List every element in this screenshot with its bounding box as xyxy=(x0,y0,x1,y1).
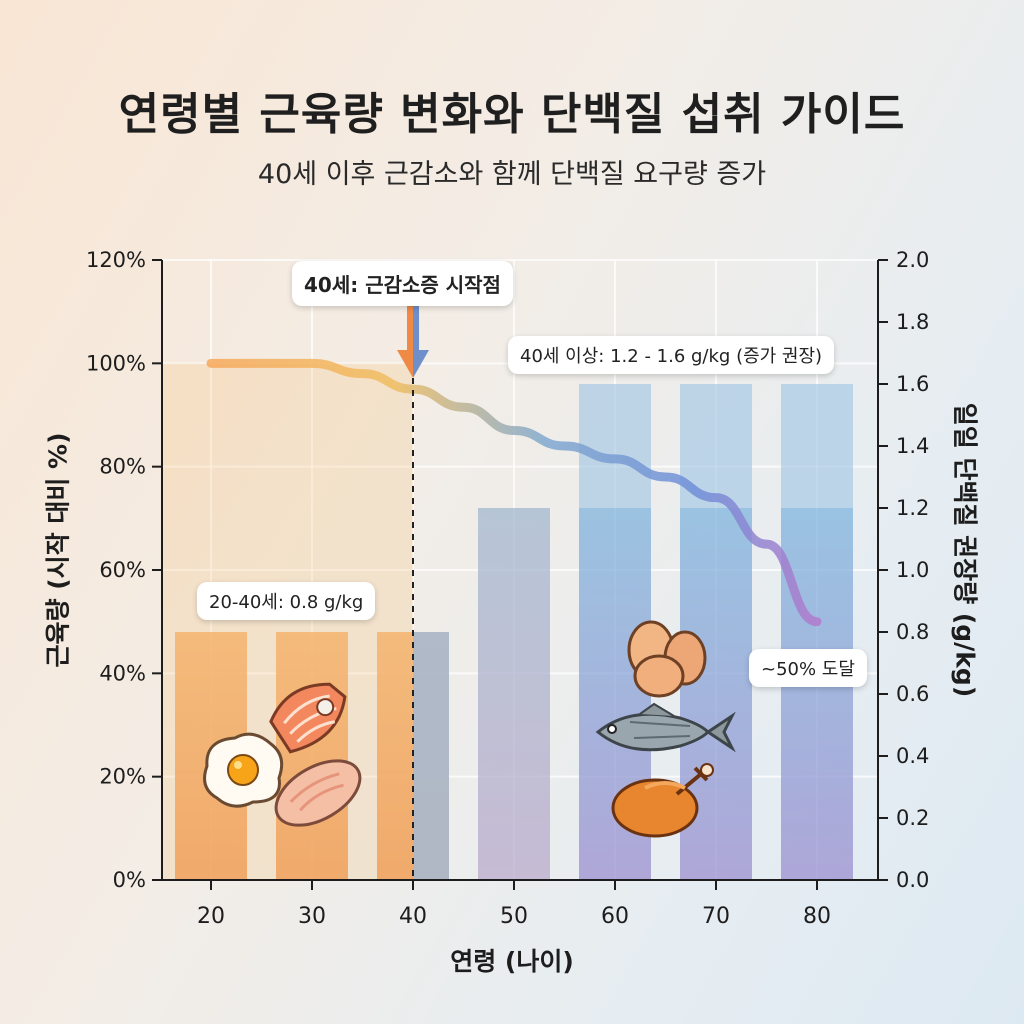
onset-arrow xyxy=(397,300,429,378)
y-right-tick-label: 0.8 xyxy=(896,620,929,644)
y-right-tick-label: 1.4 xyxy=(896,434,929,458)
x-tick-label: 40 xyxy=(399,904,427,929)
x-tick-label: 20 xyxy=(197,904,225,929)
end-value-callout: ~50% 도달 xyxy=(749,649,867,687)
y-axis-right-title: 일일 단백질 권장량 (g/kg) xyxy=(949,402,979,698)
y-right-tick-label: 1.0 xyxy=(896,558,929,582)
y-left-tick-label: 100% xyxy=(86,351,146,375)
older-protein-callout: 40세 이상: 1.2 - 1.6 g/kg (증가 권장) xyxy=(508,336,835,374)
y-left-tick-label: 60% xyxy=(99,558,146,582)
protein-bar-50 xyxy=(478,508,550,880)
tick-labels: 0% 20% 40% 60% 80% 100% 120% 0.0 0.2 0.4 0.6 0.8 1.0… xyxy=(86,248,929,929)
y-right-tick-label: 0.0 xyxy=(896,868,929,892)
chart-title: 연령별 근육량 변화와 단백질 섭취 가이드 xyxy=(118,89,906,140)
y-left-tick-label: 20% xyxy=(99,765,146,789)
y-left-tick-label: 0% xyxy=(113,868,146,892)
chart-subtitle: 40세 이후 근감소와 함께 단백질 요구량 증가 xyxy=(257,159,767,190)
food-icons xyxy=(203,620,736,838)
y-axis-left-title: 근육량 (시작 대비 %) xyxy=(43,432,73,668)
salmon-icon xyxy=(269,682,347,754)
protein-bar-40-transition xyxy=(413,632,449,880)
muscle-line xyxy=(206,300,822,880)
fried-egg-icon xyxy=(203,732,284,808)
x-tick-label: 50 xyxy=(500,904,528,929)
x-tick-label: 30 xyxy=(298,904,326,929)
x-tick-label: 80 xyxy=(803,904,831,929)
y-right-tick-label: 0.6 xyxy=(896,682,929,706)
x-tick-label: 60 xyxy=(601,904,629,929)
onset-callout: 40세: 근감소증 시작점 xyxy=(292,261,513,306)
y-left-tick-label: 40% xyxy=(99,661,146,685)
protein-bar-30 xyxy=(276,632,348,880)
protein-bar-range-80 xyxy=(781,384,853,508)
protein-bar-range-60 xyxy=(579,384,651,508)
x-tick-label: 70 xyxy=(702,904,730,929)
chicken-breast-icon xyxy=(274,759,362,827)
y-right-tick-label: 2.0 xyxy=(896,248,929,272)
fish-icon xyxy=(595,702,736,753)
eggs-icon xyxy=(627,620,707,698)
y-right-tick-label: 1.2 xyxy=(896,496,929,520)
muscle-mass-line xyxy=(206,358,822,627)
protein-bar-80 xyxy=(781,508,853,880)
y-right-tick-label: 1.8 xyxy=(896,310,929,334)
roast-chicken-icon xyxy=(611,763,714,838)
x-axis-title: 연령 (나이) xyxy=(450,947,574,976)
y-right-tick-label: 1.6 xyxy=(896,372,929,396)
y-right-tick-label: 0.2 xyxy=(896,806,929,830)
y-left-tick-label: 120% xyxy=(86,248,146,272)
y-right-tick-label: 0.4 xyxy=(896,744,929,768)
young-protein-callout: 20-40세: 0.8 g/kg xyxy=(197,582,376,620)
y-left-tick-label: 80% xyxy=(99,455,146,479)
